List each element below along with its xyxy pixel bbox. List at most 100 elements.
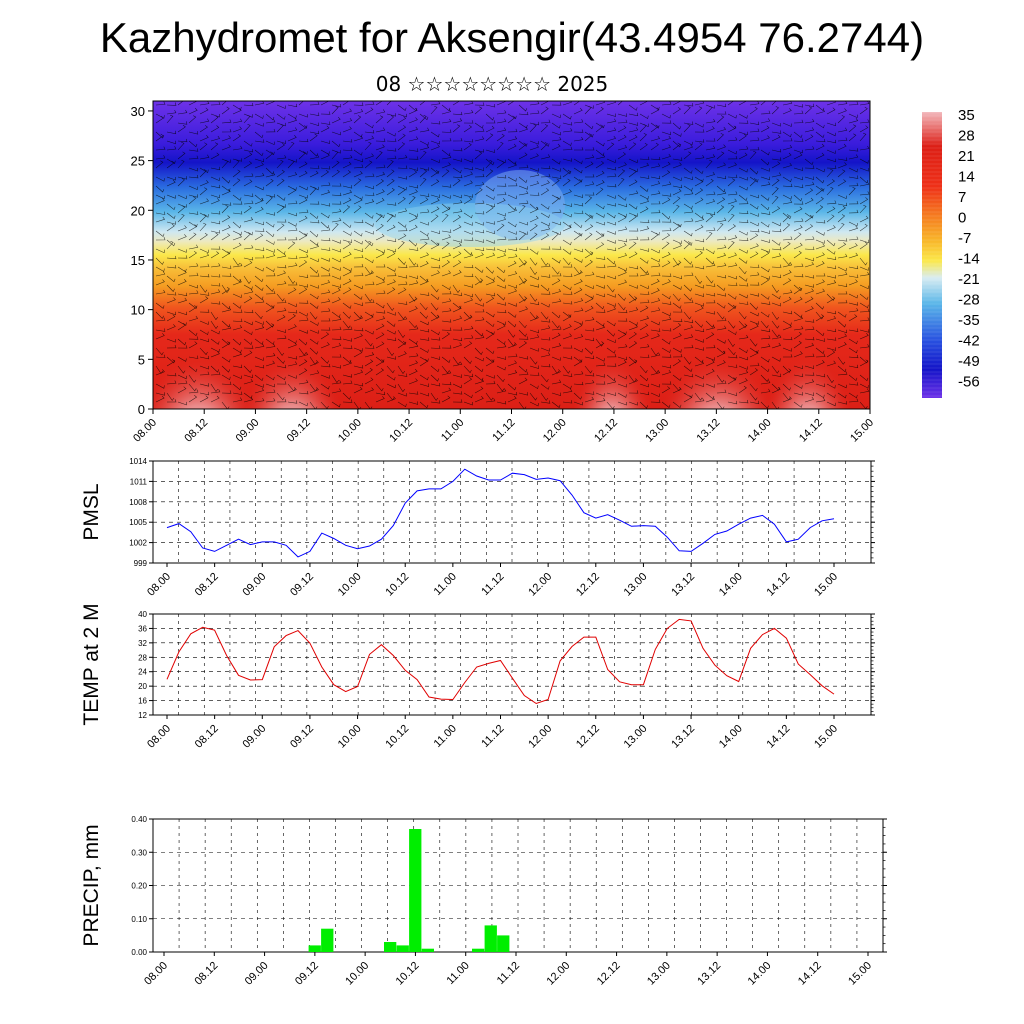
colorbar-label: 14 (958, 169, 975, 186)
x-tick-label: 08.12 (193, 723, 221, 751)
x-tick-label: 09.12 (288, 571, 316, 599)
x-tick-label: 12.12 (574, 723, 602, 751)
x-tick-label: 14.12 (765, 723, 793, 751)
y-tick-label: 28 (138, 653, 147, 662)
y-tick-label: 0.10 (131, 915, 147, 924)
colorbar-label: 28 (958, 128, 975, 145)
x-tick-label: 12.12 (574, 571, 602, 599)
x-tick-label: 10.00 (343, 960, 371, 988)
y-tick-label: 20 (131, 203, 145, 218)
x-tick-label: 15.00 (846, 960, 874, 988)
x-tick-label: 13.00 (645, 960, 673, 988)
temp-line (166, 618, 835, 705)
x-tick-label: 09.12 (285, 417, 313, 445)
precip-bar (472, 948, 485, 952)
y-tick-label: 5 (138, 352, 145, 367)
x-tick-label: 15.00 (812, 571, 840, 599)
wind-barbs (155, 101, 870, 409)
x-tick-label: 11.12 (495, 960, 522, 987)
y-tick-label: 0.30 (131, 848, 147, 857)
x-tick-label: 11.12 (479, 571, 506, 598)
y-tick-label: 1011 (130, 477, 148, 486)
y-tick-label: 0.20 (131, 882, 147, 891)
y-tick-label: 25 (131, 154, 145, 169)
y-tick-label: 30 (131, 104, 145, 119)
precip-bar (421, 948, 434, 952)
y-tick-label: 1014 (129, 457, 147, 466)
x-tick-label: 10.12 (383, 723, 411, 751)
x-tick-label: 09.12 (288, 723, 316, 751)
precip-bar (308, 945, 321, 952)
x-tick-label: 08.00 (142, 960, 170, 988)
x-tick-label: 15.00 (848, 417, 876, 445)
surface-heat-0 (153, 331, 253, 409)
x-tick-label: 11.12 (479, 723, 506, 750)
pmsl-line (166, 468, 835, 558)
x-tick-label: 08.00 (145, 571, 173, 599)
colorbar-label: 35 (958, 107, 975, 124)
temp-2m-plot: 12 16 20 24 28 32 36 40 TEMP at 2 M 08.00 08.12 09.… (80, 603, 875, 751)
x-tick-label: 10.00 (336, 571, 364, 599)
precip-bar (384, 942, 397, 952)
x-tick-label: 13.12 (695, 960, 723, 988)
x-tick-label: 08.12 (192, 960, 220, 988)
x-tick-label: 08.00 (131, 417, 159, 445)
y-tick-label: 16 (138, 697, 147, 706)
cross-section-plot: 0 5 10 15 20 25 30 08.00 08.12 09.00 09.12 10.00 10.… (131, 100, 876, 445)
y-tick-label: 1002 (129, 539, 147, 548)
x-tick-label: 10.00 (336, 417, 364, 445)
x-tick-label: 13.00 (622, 723, 650, 751)
date-subtitle: 08 ☆☆☆☆☆☆☆☆ 2025 (375, 72, 609, 96)
x-tick-label: 14.12 (765, 571, 793, 599)
x-tick-label: 09.00 (234, 417, 262, 445)
x-tick-label: 13.12 (695, 417, 723, 445)
precip-plot: 0.00 0.10 0.20 0.30 0.40 PRECIP, mm 08.00 08.12… (80, 815, 887, 988)
x-tick-label: 11.00 (432, 571, 459, 598)
surface-heat-4 (766, 331, 850, 409)
y-tick-label: 999 (134, 559, 148, 568)
x-tick-label: 13.12 (669, 723, 697, 751)
x-tick-label: 12.00 (526, 571, 554, 599)
x-tick-label: 14.12 (796, 960, 824, 988)
x-tick-label: 14.00 (717, 723, 745, 751)
colorbar-label: -7 (958, 230, 971, 247)
colorbar-label: -14 (958, 251, 980, 268)
x-tick-label: 09.12 (293, 960, 321, 988)
precip-bar (409, 829, 422, 952)
surface-heat-3 (663, 331, 773, 409)
colorbar-label: 21 (958, 148, 975, 165)
y-tick-label: 24 (138, 668, 147, 677)
y-tick-label: 1008 (129, 498, 147, 507)
x-tick-label: 10.12 (394, 960, 422, 988)
colorbar-label: -35 (958, 312, 980, 329)
cross-section-field (153, 101, 870, 409)
x-tick-label: 10.12 (383, 571, 411, 599)
x-tick-label: 11.00 (444, 960, 471, 987)
precip-bar (321, 928, 334, 952)
x-tick-label: 11.12 (490, 417, 517, 444)
x-tick-label: 08.12 (182, 417, 210, 445)
y-tick-label: 32 (138, 639, 147, 648)
precip-bar (396, 945, 409, 952)
x-tick-label: 09.00 (243, 960, 271, 988)
x-tick-label: 14.00 (746, 960, 774, 988)
y-tick-label: 20 (138, 682, 147, 691)
colorbar-ramp (922, 112, 942, 398)
y-axis-title: PRECIP, mm (80, 824, 103, 946)
x-tick-label: 13.00 (643, 417, 671, 445)
y-tick-label: 36 (138, 624, 147, 633)
colorbar-label: 7 (958, 189, 966, 206)
colorbar-label: -42 (958, 333, 980, 350)
surface-heat-2 (574, 331, 650, 409)
page-title: Kazhydromet for Aksengir(43.4954 76.2744… (99, 14, 925, 61)
colorbar: 35 28 21 14 7 0 -7 -14 -21 -28 -35 -42 -49 -56 (922, 107, 980, 398)
y-tick-label: 12 (138, 711, 147, 720)
y-tick-label: 10 (131, 303, 145, 318)
precip-bar (484, 925, 497, 952)
pmsl-plot: 999 1002 1005 1008 1011 1014 PMSL 08.00 08.12 09.… (80, 457, 875, 599)
x-tick-label: 12.00 (541, 417, 569, 445)
x-tick-label: 12.12 (592, 417, 620, 445)
colorbar-label: 0 (958, 210, 966, 227)
y-tick-label: 1005 (129, 518, 147, 527)
